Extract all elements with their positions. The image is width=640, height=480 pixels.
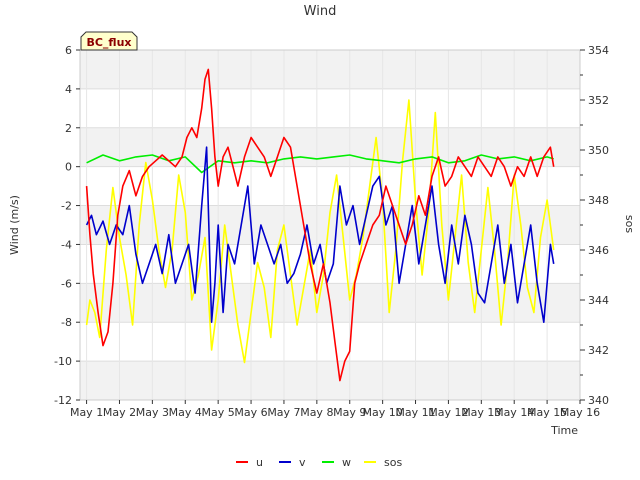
badge-label: BC_flux xyxy=(86,36,131,49)
y-tick-label-0: -12 xyxy=(54,394,72,407)
y2-tick-label-3: 346 xyxy=(588,244,609,257)
band-1 xyxy=(80,322,580,362)
y-axis-title: Wind (m/s) xyxy=(8,195,21,255)
band-7 xyxy=(80,88,580,128)
x-tick-label-6: May 7 xyxy=(267,406,300,419)
x-tick-label-3: May 4 xyxy=(169,406,202,419)
y2-tick-label-1: 342 xyxy=(588,344,609,357)
x-tick-label-15: May 16 xyxy=(560,406,600,419)
band-5 xyxy=(80,166,580,206)
x-tick-label-13: May 14 xyxy=(494,406,534,419)
y-axis-right: 340 342 344 346 348 350 352 354 xyxy=(580,44,609,407)
legend-label-sos: sos xyxy=(384,456,402,469)
x-tick-label-8: May 9 xyxy=(333,406,366,419)
grid-lines xyxy=(80,49,581,401)
y2-tick-label-4: 348 xyxy=(588,194,609,207)
x-tick-label-9: May 10 xyxy=(363,406,403,419)
series-line-w xyxy=(86,154,554,174)
band-8 xyxy=(80,50,580,89)
x-tick-label-7: May 8 xyxy=(300,406,333,419)
y-tick-label-2: -8 xyxy=(61,316,72,329)
y-tick-label-9: 6 xyxy=(65,44,72,57)
chart-title: Wind xyxy=(304,4,337,19)
y-tick-label-1: -10 xyxy=(54,355,72,368)
x-tick-label-0: May 1 xyxy=(70,406,103,419)
x-tick-label-14: May 15 xyxy=(527,406,567,419)
band-0 xyxy=(80,361,580,400)
legend: u v w sos xyxy=(236,456,402,469)
source-badge: BC_flux xyxy=(80,31,138,51)
y-tick-label-4: -4 xyxy=(61,238,72,251)
legend-label-u: u xyxy=(256,456,263,469)
y-tick-label-8: 4 xyxy=(65,83,72,96)
x-tick-label-1: May 2 xyxy=(103,406,136,419)
x-tick-label-5: May 6 xyxy=(234,406,267,419)
legend-label-w: w xyxy=(342,456,351,469)
y2-tick-label-0: 340 xyxy=(588,394,609,407)
series-line-u xyxy=(85,68,555,382)
x-tick-label-10: May 11 xyxy=(395,406,435,419)
x-tick-label-11: May 12 xyxy=(428,406,468,419)
legend-label-v: v xyxy=(299,456,306,469)
y-tick-label-3: -6 xyxy=(61,277,72,290)
y-tick-label-7: 2 xyxy=(65,122,72,135)
y2-tick-label-6: 352 xyxy=(588,94,609,107)
y2-tick-label-5: 350 xyxy=(588,144,609,157)
series-layer xyxy=(85,68,555,382)
y2-tick-label-2: 344 xyxy=(588,294,609,307)
y-axis-left: -12 -10 -8 -6 -4 -2 0 2 4 6 xyxy=(54,44,80,407)
y2-axis-title: sos xyxy=(623,215,636,233)
x-tick-label-12: May 13 xyxy=(461,406,501,419)
series-line-v xyxy=(85,146,555,324)
y-tick-label-6: 0 xyxy=(65,161,72,174)
series-line-sos xyxy=(85,99,555,364)
y2-tick-label-7: 354 xyxy=(588,44,609,57)
x-tick-label-4: May 5 xyxy=(202,406,235,419)
background-bands xyxy=(80,50,580,400)
x-axis-title: Time xyxy=(550,424,578,437)
x-axis: May 1 May 2 May 3 May 4 May 5 May 6 May 7 May 8… xyxy=(70,400,600,419)
y-tick-label-5: -2 xyxy=(61,200,72,213)
x-tick-label-2: May 3 xyxy=(136,406,169,419)
